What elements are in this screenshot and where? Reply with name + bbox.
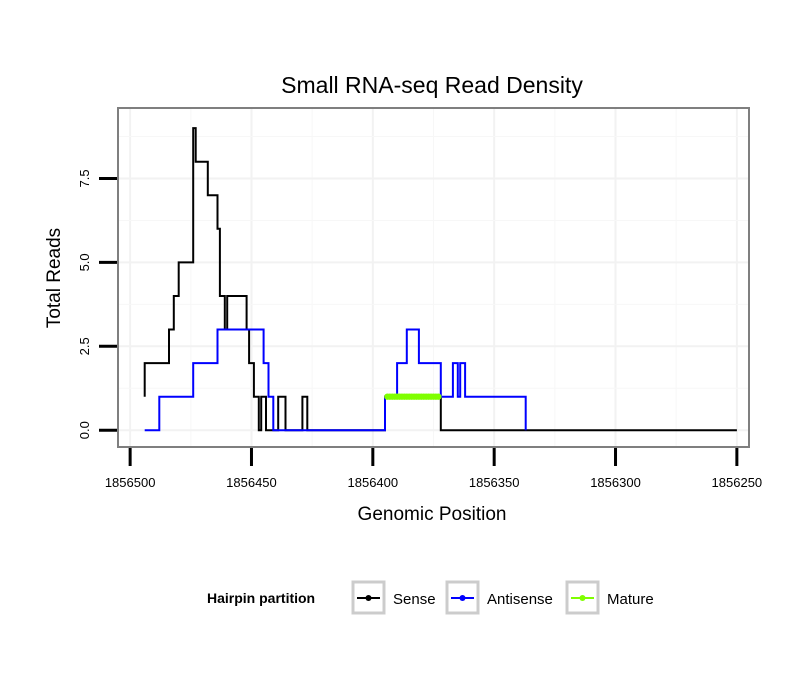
plot-panel — [118, 108, 749, 447]
y-axis: 0.0 2.5 5.0 7.5 — [77, 169, 117, 439]
x-axis-label: Genomic Position — [358, 504, 507, 525]
y-tick-label: 2.5 — [77, 337, 92, 355]
x-tick-label: 1856300 — [590, 475, 641, 490]
y-axis-label: Total Reads — [44, 228, 65, 328]
y-tick-label: 0.0 — [77, 421, 92, 439]
legend-title: Hairpin partition — [207, 590, 315, 606]
grid-lines — [118, 108, 749, 447]
x-tick-label: 1856400 — [348, 475, 399, 490]
x-tick-label: 1856500 — [105, 475, 156, 490]
y-tick-label: 5.0 — [77, 253, 92, 271]
x-tick-label: 1856350 — [469, 475, 520, 490]
chart-title: Small RNA-seq Read Density — [281, 72, 583, 98]
legend-key-point-sense — [365, 595, 372, 601]
legend-item-antisense: Antisense — [445, 580, 553, 615]
legend-label-mature: Mature — [607, 591, 654, 608]
legend-label-antisense: Antisense — [487, 591, 553, 608]
x-axis: 1856500 1856450 1856400 1856350 1856300 18562… — [105, 448, 762, 490]
x-tick-label: 1856250 — [712, 475, 763, 490]
legend: Hairpin partition Sense Antisense Mature — [207, 580, 654, 615]
series-layer — [143, 127, 737, 432]
legend-item-sense: Sense — [351, 580, 436, 615]
legend-key-point-antisense — [459, 595, 466, 601]
x-tick-label: 1856450 — [226, 475, 277, 490]
y-tick-label: 7.5 — [77, 169, 92, 187]
legend-key-point-mature — [579, 595, 586, 601]
legend-label-sense: Sense — [393, 591, 436, 608]
series-point-mature — [435, 393, 442, 400]
panel-border — [117, 107, 750, 448]
legend-item-mature: Mature — [565, 580, 654, 615]
